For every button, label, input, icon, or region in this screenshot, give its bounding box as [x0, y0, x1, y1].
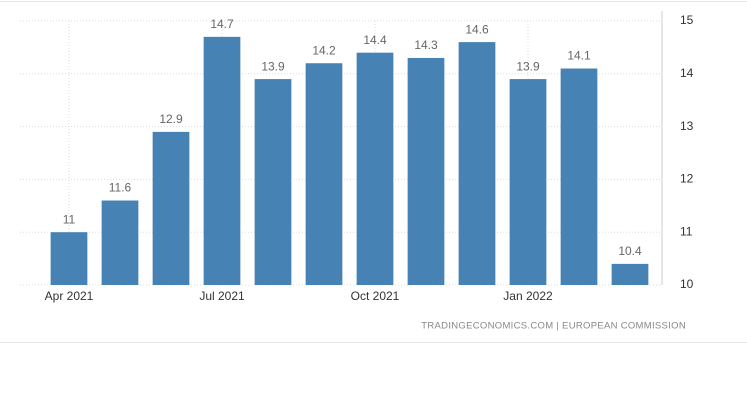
- value-label: 11: [63, 212, 76, 226]
- value-label: 12.9: [159, 112, 183, 126]
- value-label: 14.6: [465, 22, 489, 36]
- x-tick-label: Apr 2021: [45, 289, 94, 303]
- bar: [611, 263, 649, 285]
- bar: [152, 131, 190, 285]
- bar: [254, 79, 292, 285]
- bar: [509, 79, 547, 285]
- y-tick-label: 10: [680, 277, 694, 291]
- value-label: 10.4: [618, 244, 642, 258]
- y-tick-label: 14: [680, 66, 694, 80]
- value-label: 13.9: [261, 59, 285, 73]
- x-tick-label: Oct 2021: [351, 289, 400, 303]
- x-tick-label: Jul 2021: [199, 289, 245, 303]
- y-tick-label: 13: [680, 119, 694, 133]
- bar: [560, 68, 598, 286]
- x-tick-label: Jan 2022: [503, 289, 553, 303]
- source: TRADINGECONOMICS.COM | EUROPEAN COMMISSI…: [421, 321, 686, 332]
- value-label: 14.4: [363, 33, 387, 47]
- y-tick-label: 11: [680, 224, 693, 238]
- bar: [101, 200, 139, 285]
- value-label: 11.6: [109, 181, 132, 195]
- bar: [407, 57, 445, 286]
- value-label: 14.3: [414, 38, 438, 52]
- y-tick-label: 15: [680, 13, 694, 27]
- bar: [203, 36, 241, 286]
- value-label: 13.9: [516, 59, 540, 73]
- value-label: 14.7: [210, 17, 234, 31]
- value-label: 14.1: [567, 49, 591, 63]
- bar: [356, 52, 394, 286]
- bar: [50, 232, 88, 285]
- y-tick-label: 12: [680, 172, 694, 186]
- bar: [305, 63, 343, 285]
- value-label: 14.2: [312, 43, 336, 57]
- bar: [458, 42, 496, 286]
